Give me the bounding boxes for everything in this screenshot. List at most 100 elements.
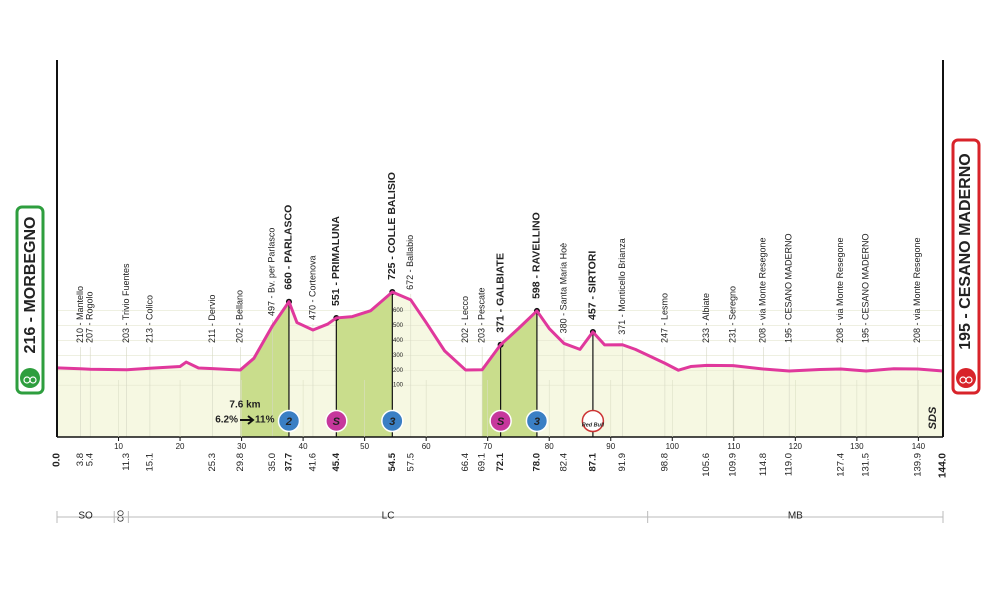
waypoint-label: 551 - PRIMALUNA — [330, 216, 342, 306]
waypoint-label: 208 - via Monte Resegone — [912, 237, 922, 343]
km-label: 54.5 — [387, 452, 398, 471]
y-tick-label: 400 — [393, 338, 404, 344]
marker-label: S — [497, 416, 505, 428]
marker-label: 3 — [389, 416, 395, 428]
marker — [325, 409, 348, 433]
km-label: 0.0 — [52, 453, 63, 467]
marker-label: 3 — [534, 416, 540, 428]
waypoint-label: 371 - GALBIATE — [494, 253, 506, 333]
marker-label: 2 — [285, 416, 292, 428]
waypoint-label: 380 - Santa Maria Hoè — [558, 243, 568, 334]
waypoint-label: 195 - CESANO MADERNO — [784, 233, 794, 343]
marker — [277, 409, 301, 433]
x-tick-label: 30 — [237, 442, 246, 451]
km-label: 109.9 — [728, 453, 739, 477]
waypoint-label: 208 - via Monte Resegone — [758, 237, 768, 343]
km-label: 11.3 — [121, 453, 132, 471]
waypoint-label: 202 - Lecco — [460, 296, 470, 343]
x-tick-label: 110 — [727, 442, 740, 451]
waypoint-label: 470 - Cortenova — [307, 255, 317, 320]
y-tick-label: 600 — [393, 308, 404, 314]
start-label: 216 - MORBEGNO — [22, 217, 39, 354]
waypoint-label: 457 - SIRTORI — [587, 251, 599, 320]
waypoint-label: 203 - Trivio Fuentes — [121, 263, 131, 343]
y-tick-label: 200 — [393, 368, 404, 374]
waypoint-label: 203 - Pescate — [477, 287, 487, 343]
km-label: 66.4 — [460, 453, 471, 472]
waypoint-label: 213 - Colico — [144, 295, 154, 343]
start-icon — [20, 368, 40, 388]
climb-area — [240, 301, 289, 437]
marker-label: S — [333, 416, 341, 428]
climb-max: 11% — [255, 415, 275, 426]
logo: SDS — [927, 406, 939, 429]
marker — [381, 409, 404, 433]
waypoint-label: 660 - PARLASCO — [283, 205, 295, 290]
region-label: SO — [78, 511, 93, 522]
km-label: 127.4 — [835, 453, 846, 477]
waypoint-label: 725 - COLLE BALISIO — [386, 172, 398, 280]
km-label: 35.0 — [267, 453, 278, 472]
km-label: 25.3 — [207, 453, 218, 472]
y-tick-label: 100 — [393, 383, 404, 389]
waypoint-label: 497 - Bv. per Parlasco — [267, 228, 277, 316]
km-label: 69.1 — [477, 453, 488, 472]
km-label: 37.7 — [283, 453, 294, 472]
km-label: 29.8 — [235, 453, 246, 472]
km-label: 5.4 — [85, 453, 96, 466]
km-label: 119.0 — [784, 453, 795, 476]
x-tick-label: 40 — [299, 442, 308, 451]
km-label: 139.9 — [912, 453, 923, 477]
x-tick-label: 60 — [422, 442, 431, 451]
region-label: CO — [116, 510, 125, 522]
region-label: MB — [788, 511, 803, 522]
km-label: 41.6 — [307, 453, 318, 472]
start-box — [15, 205, 45, 395]
km-label: 78.0 — [531, 453, 542, 472]
km-label: 87.1 — [587, 452, 598, 471]
x-tick-label: 100 — [666, 442, 680, 451]
profile-line — [56, 290, 944, 373]
finish-box — [951, 138, 981, 395]
region-label: LC — [382, 511, 395, 522]
y-tick-label: 500 — [393, 323, 404, 329]
x-tick-label: 80 — [545, 442, 554, 451]
waypoint-label: 208 - via Monte Resegone — [835, 237, 845, 343]
km-label: 105.6 — [701, 453, 712, 477]
waypoint-label: 371 - Monticello Brianza — [617, 238, 627, 335]
waypoint-label: 231 - Seregno — [728, 286, 738, 343]
km-label: 114.8 — [758, 453, 769, 476]
marker — [489, 409, 512, 433]
waypoint-label: 672 - Ballabio — [405, 235, 415, 290]
x-tick-label: 140 — [912, 442, 926, 451]
km-label: 131.5 — [861, 453, 872, 477]
km-label: 57.5 — [405, 453, 416, 472]
arrow — [240, 415, 255, 425]
km-label: 91.9 — [617, 453, 628, 472]
y-tick-label: 300 — [393, 353, 404, 359]
waypoint-label: 233 - Albiate — [701, 293, 711, 343]
waypoint-label: 202 - Bellano — [235, 290, 245, 343]
waypoint-label: 210 - Mantello — [75, 286, 85, 343]
km-label: 144.0 — [938, 453, 949, 478]
waypoint-label: 598 - RAVELLINO — [531, 212, 543, 299]
x-tick-label: 10 — [114, 442, 123, 451]
x-tick-label: 50 — [360, 442, 369, 451]
km-label: 15.1 — [144, 453, 155, 472]
climb-length: 7.6 km — [229, 400, 260, 411]
finish-icon — [956, 368, 976, 388]
climb-area — [482, 310, 537, 437]
marker — [581, 409, 605, 433]
marker-label: Red Bull — [582, 422, 605, 428]
climb-area — [336, 292, 393, 437]
waypoint-label: 247 - Lesmo — [659, 293, 669, 343]
finish-icon-wheel — [965, 376, 973, 384]
climb-avg: 6.2% — [215, 415, 238, 426]
km-label: 82.4 — [559, 453, 570, 472]
waypoint-label: 207 - Rogolo — [85, 291, 95, 343]
x-tick-label: 90 — [606, 442, 615, 451]
x-tick-label: 20 — [176, 442, 185, 451]
km-label: 72.1 — [495, 452, 506, 471]
x-tick-label: 70 — [483, 442, 492, 451]
